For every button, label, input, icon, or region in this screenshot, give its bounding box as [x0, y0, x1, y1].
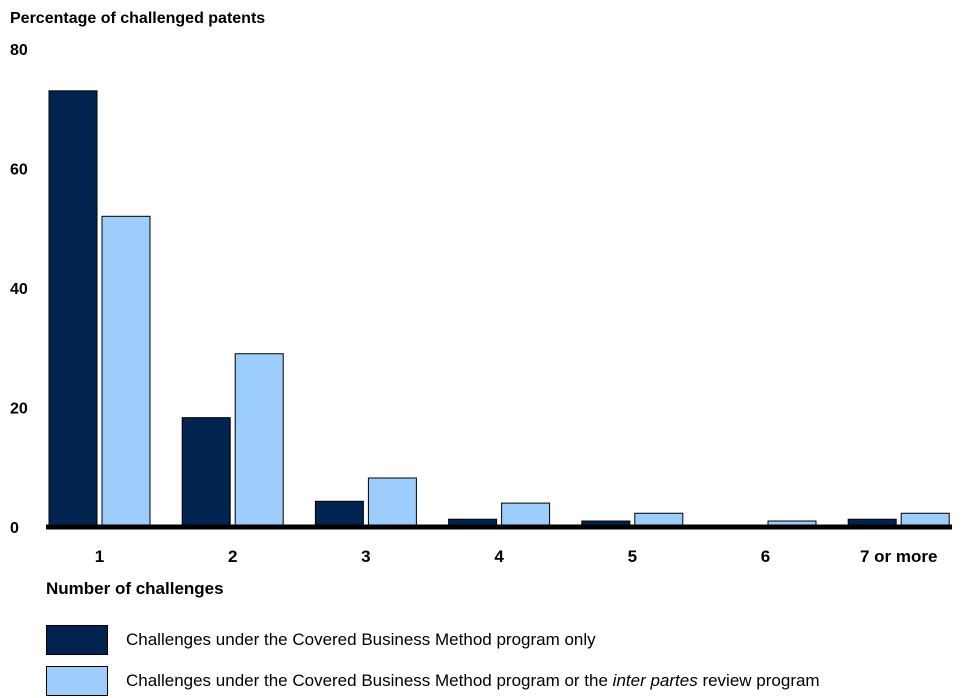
- legend-label-cbm-only: Challenges under the Covered Business Me…: [126, 630, 596, 649]
- y-tick-label: 40: [10, 281, 28, 298]
- legend-swatch-cbm-only: [46, 625, 108, 655]
- x-tick-label: 7 or more: [860, 547, 937, 566]
- y-tick-label: 80: [10, 42, 28, 59]
- y-tick-labels: 0 20 40 60 80: [10, 42, 28, 537]
- x-tick-label: 4: [494, 547, 504, 566]
- bar-series-2-4: [501, 502, 551, 528]
- legend-label-part-3: review program: [697, 671, 820, 690]
- bar-series-1-2: [181, 417, 231, 528]
- bar-series-1-3: [314, 500, 364, 528]
- y-axis-title: Percentage of challenged patents: [10, 10, 265, 27]
- bars: [48, 90, 950, 528]
- x-tick-label: 6: [761, 547, 770, 566]
- y-tick-label: 0: [10, 520, 19, 537]
- legend-label-part-italic: inter partes: [612, 671, 698, 690]
- legend-label-part-1: Challenges under the Covered Business Me…: [126, 671, 613, 690]
- legend-item-cbm-only: Challenges under the Covered Business Me…: [46, 625, 596, 655]
- bar-series-2-3: [367, 477, 417, 528]
- bar-series-1-1: [48, 90, 98, 528]
- legend-item-cbm-or-ipr: Challenges under the Covered Business Me…: [46, 666, 820, 696]
- bar-series-2-1: [101, 215, 151, 528]
- legend-swatch-cbm-or-ipr: [46, 666, 108, 696]
- legend-label-cbm-or-ipr: Challenges under the Covered Business Me…: [126, 671, 820, 691]
- y-tick-label: 20: [10, 401, 28, 418]
- x-tick-label: 2: [228, 547, 237, 566]
- x-tick-label: 5: [628, 547, 637, 566]
- x-tick-label: 3: [361, 547, 370, 566]
- x-tick-labels: 1 2 3 4 5 6 7 or more: [95, 547, 938, 566]
- y-tick-label: 60: [10, 162, 28, 179]
- x-axis-title: Number of challenges: [46, 579, 224, 598]
- bar-series-2-2: [234, 353, 284, 528]
- x-tick-label: 1: [95, 547, 104, 566]
